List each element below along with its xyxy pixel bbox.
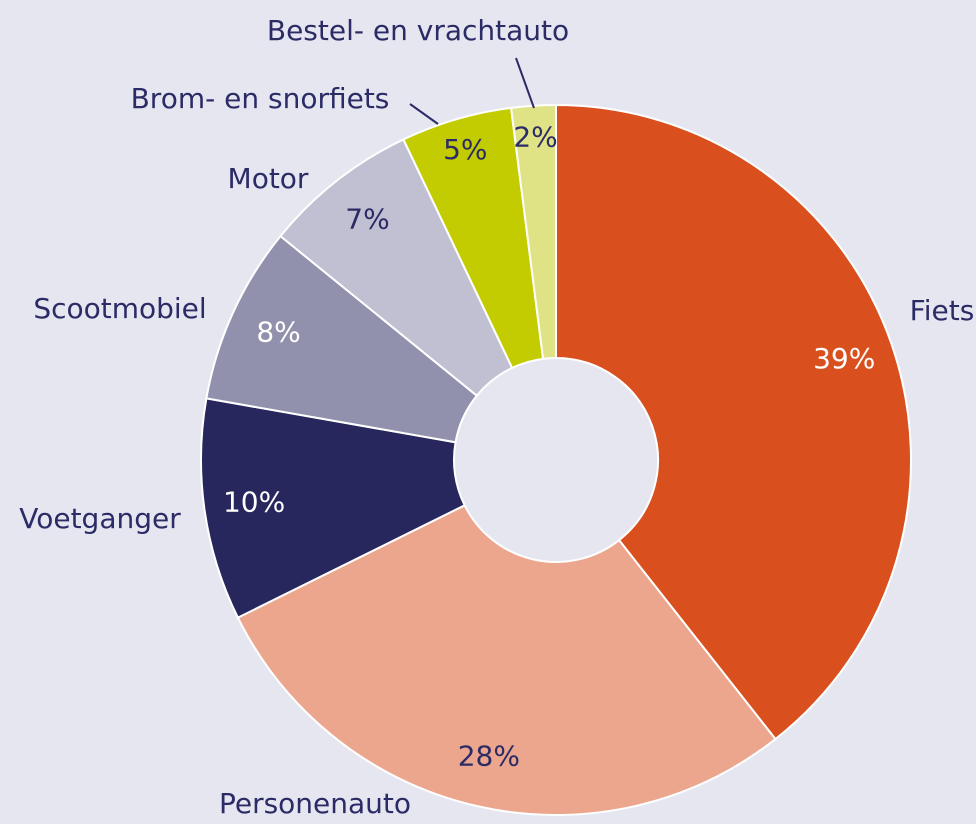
- donut-segment: [205, 234, 479, 444]
- donut-segment: [555, 103, 912, 741]
- category-label: Bestel- en vrachtauto: [267, 14, 569, 47]
- value-label: 8%: [256, 315, 300, 348]
- leader-line: [515, 57, 535, 109]
- donut-segment: [279, 138, 514, 398]
- value-label: 10%: [223, 485, 285, 518]
- category-label: Scootmobiel: [33, 292, 206, 325]
- value-label: 5%: [443, 133, 487, 166]
- category-label: Voetganger: [19, 502, 181, 535]
- leader-line: [409, 103, 439, 125]
- category-label: Fiets: [910, 294, 975, 327]
- value-label: 2%: [513, 121, 557, 154]
- category-label: Motor: [228, 162, 309, 195]
- category-label: Personenauto: [219, 787, 411, 820]
- category-label: Brom- en snorfiets: [131, 82, 390, 115]
- donut-segment: [200, 397, 466, 619]
- donut-segment: [236, 503, 777, 816]
- donut-segment: [509, 103, 557, 360]
- value-label: 39%: [813, 342, 875, 375]
- value-label: 28%: [458, 740, 520, 773]
- value-label: 7%: [345, 202, 389, 235]
